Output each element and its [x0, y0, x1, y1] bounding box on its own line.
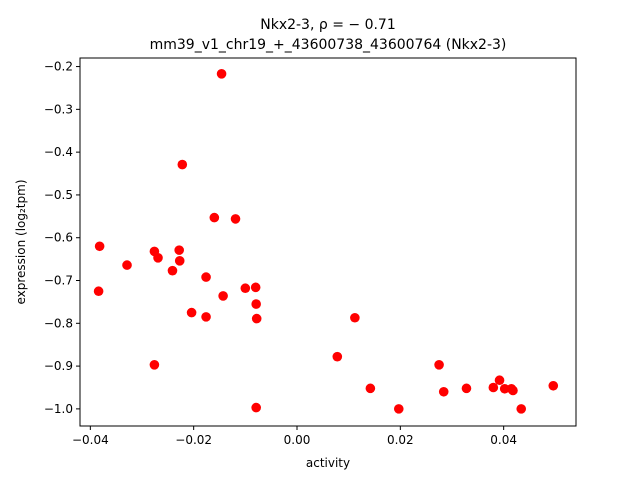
chart-title-group: Nkx2-3, ρ = − 0.71 mm39_v1_chr19_+_43600… [150, 17, 507, 53]
data-point-13 [240, 283, 251, 294]
data-point-33 [251, 402, 261, 413]
data-point-11 [201, 272, 211, 282]
data-point-3 [230, 214, 241, 224]
data-point-34 [393, 404, 404, 414]
x-axis-ticks: −0.04 −0.02 0.00 0.02 0.04 [72, 426, 517, 447]
data-point-12 [93, 286, 104, 297]
x-tick-label-1: −0.02 [175, 433, 212, 447]
data-point-17 [186, 307, 197, 318]
data-point-35 [516, 404, 527, 414]
y-tick-label-7: −0.9 [44, 359, 73, 373]
data-point-22 [149, 360, 160, 370]
data-point-23 [434, 360, 444, 370]
data-point-25 [365, 383, 376, 394]
data-point-9 [122, 260, 132, 270]
data-point-10 [167, 265, 178, 276]
data-point-19 [251, 313, 262, 324]
data-point-16 [251, 299, 261, 309]
y-tick-label-2: −0.4 [44, 145, 73, 159]
data-point-4 [94, 241, 105, 252]
y-tick-label-4: −0.6 [44, 231, 73, 245]
y-tick-label-8: −1.0 [44, 402, 73, 416]
data-point-2 [209, 212, 220, 223]
data-point-24 [494, 375, 505, 386]
data-point-18 [201, 312, 211, 322]
data-points [93, 69, 559, 414]
data-point-8 [174, 256, 185, 266]
data-point-15 [218, 291, 228, 301]
data-point-27 [488, 382, 499, 393]
y-axis-label: expression (log₂tpm) [14, 179, 28, 304]
data-point-0 [216, 69, 227, 79]
y-axis-ticks: −0.2 −0.3 −0.4 −0.5 −0.6 −0.7 −0.8 −0.9 −1.0 [44, 60, 80, 416]
x-tick-label-3: 0.02 [387, 433, 414, 447]
data-point-31 [438, 386, 449, 397]
x-axis-label: activity [306, 456, 350, 470]
data-point-20 [350, 312, 360, 323]
data-point-21 [332, 351, 343, 362]
data-point-28 [499, 383, 510, 394]
chart-title-line2: mm39_v1_chr19_+_43600738_43600764 (Nkx2-… [150, 37, 507, 53]
data-point-14 [250, 282, 261, 293]
x-tick-label-4: 0.04 [490, 433, 517, 447]
y-tick-label-3: −0.5 [44, 188, 73, 202]
y-tick-label-6: −0.8 [44, 316, 73, 330]
plot-frame [79, 57, 577, 427]
data-point-30 [508, 385, 518, 396]
y-tick-label-0: −0.2 [44, 60, 73, 74]
data-point-7 [153, 253, 163, 263]
y-tick-label-5: −0.7 [44, 274, 73, 288]
data-point-26 [461, 383, 472, 394]
chart-title-line1: Nkx2-3, ρ = − 0.71 [260, 17, 396, 33]
data-point-32 [548, 380, 559, 391]
data-point-1 [177, 159, 188, 170]
y-tick-label-1: −0.3 [44, 102, 73, 116]
data-point-6 [174, 245, 184, 255]
x-tick-label-0: −0.04 [72, 433, 109, 447]
x-tick-label-2: 0.00 [284, 433, 311, 447]
